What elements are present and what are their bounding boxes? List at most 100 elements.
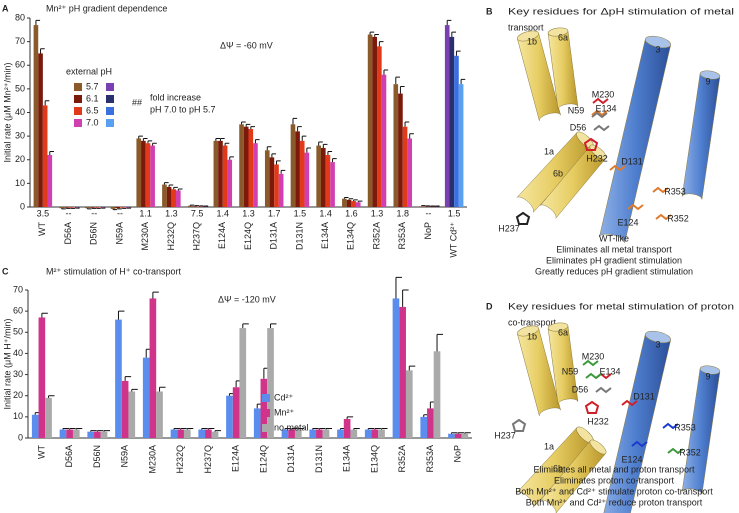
error-bar — [229, 156, 234, 160]
bar — [171, 189, 177, 207]
residue-label: H232 — [586, 153, 608, 163]
legend-label: Cd²⁺ — [274, 392, 294, 402]
legend-label: 6.5 — [86, 105, 99, 115]
bar — [87, 431, 95, 438]
x-tick-label: D131N — [314, 445, 324, 473]
bar — [213, 140, 219, 207]
bar — [115, 319, 122, 438]
x-tick-label: R353A — [397, 222, 407, 250]
legend-label: 5.7 — [86, 81, 99, 91]
bar — [121, 380, 129, 438]
side-chain — [592, 97, 609, 105]
bar — [205, 429, 212, 438]
error-bar — [203, 205, 209, 207]
x-tick-label: D56N — [92, 445, 102, 468]
side-chain — [585, 372, 602, 380]
side-chain — [609, 164, 626, 172]
bar — [295, 131, 300, 207]
error-bar — [62, 427, 69, 430]
error-bar — [297, 427, 305, 430]
bar — [278, 173, 284, 207]
error-bar — [138, 135, 143, 139]
error-bar — [369, 31, 375, 35]
bar — [337, 429, 344, 438]
x-tick-label: D56A — [63, 222, 73, 245]
x-tick-label: D131A — [269, 222, 279, 250]
bar — [444, 25, 450, 208]
x-tick-label: E134Q — [346, 222, 356, 250]
bar — [38, 317, 46, 438]
error-bar — [451, 31, 456, 37]
bar — [448, 433, 455, 438]
error-bar — [61, 208, 66, 210]
error-bar — [270, 323, 277, 329]
error-bar — [201, 427, 208, 430]
bar — [449, 36, 455, 208]
error-bar — [460, 78, 466, 85]
side-chain — [584, 400, 600, 414]
bar — [66, 429, 73, 438]
error-bar — [91, 207, 97, 209]
diagram-legend: Both Mn²⁺ and Cd²⁺ stimulate proton co-t… — [515, 486, 713, 496]
helix-label: 6b — [553, 463, 563, 473]
residue-label: R352 — [679, 447, 701, 457]
y-tick-label: 20 — [15, 154, 25, 164]
y-tick-label: 10 — [15, 178, 25, 188]
bar — [274, 164, 279, 207]
bar — [330, 162, 335, 207]
x-tick-label: D131A — [286, 445, 296, 473]
residue-label: H237 — [498, 223, 520, 233]
bar — [141, 140, 146, 207]
helix — [681, 73, 721, 200]
bar — [381, 74, 387, 207]
x-tick-label: R352A — [371, 222, 381, 250]
diagram-title: co-transport — [508, 317, 557, 327]
error-bar — [381, 427, 388, 430]
bar — [72, 429, 80, 438]
bar — [433, 351, 441, 438]
bar — [136, 138, 142, 207]
legend-label: Mn²⁺ — [274, 407, 294, 417]
diagram-legend: Eliminates proton co-transport — [554, 475, 675, 485]
error-bar — [430, 205, 435, 207]
error-bar — [86, 208, 92, 210]
helix-cap — [547, 27, 569, 37]
bar — [320, 147, 326, 207]
helix — [516, 132, 594, 213]
error-bar — [173, 427, 180, 430]
error-bar — [374, 34, 379, 37]
bar — [454, 433, 462, 438]
error-bar — [284, 427, 291, 430]
legend-swatch — [106, 107, 114, 115]
error-bar — [48, 395, 55, 398]
error-bar — [117, 208, 122, 210]
panel-letter: A — [2, 3, 9, 13]
y-tick-label: 60 — [13, 306, 23, 316]
helix-cap — [547, 322, 569, 332]
error-bar — [96, 430, 104, 432]
side-chain — [511, 418, 527, 432]
bar — [458, 84, 464, 207]
panel-letter: B — [486, 6, 493, 16]
residue-label: M230 — [592, 89, 615, 99]
residue-label: R352 — [667, 213, 689, 223]
bar — [68, 207, 74, 208]
bar — [31, 414, 39, 438]
x-tick-label: H232Q — [175, 445, 185, 474]
error-bar — [292, 117, 298, 125]
error-bar — [180, 427, 187, 430]
y-tick-label: 30 — [13, 369, 23, 379]
bar — [42, 105, 48, 207]
error-bar — [322, 143, 328, 148]
error-bar — [291, 427, 298, 430]
bar — [150, 145, 155, 207]
error-bar — [404, 121, 410, 127]
helix-label: 1a — [544, 441, 554, 451]
x-tick-label: N59A — [120, 445, 130, 468]
error-bar — [464, 432, 471, 434]
x-tick-label: N59A — [114, 222, 124, 245]
bar — [325, 155, 331, 207]
error-bar — [159, 386, 166, 392]
residue-label: H237 — [494, 430, 516, 440]
y-tick-label: 40 — [13, 348, 23, 358]
